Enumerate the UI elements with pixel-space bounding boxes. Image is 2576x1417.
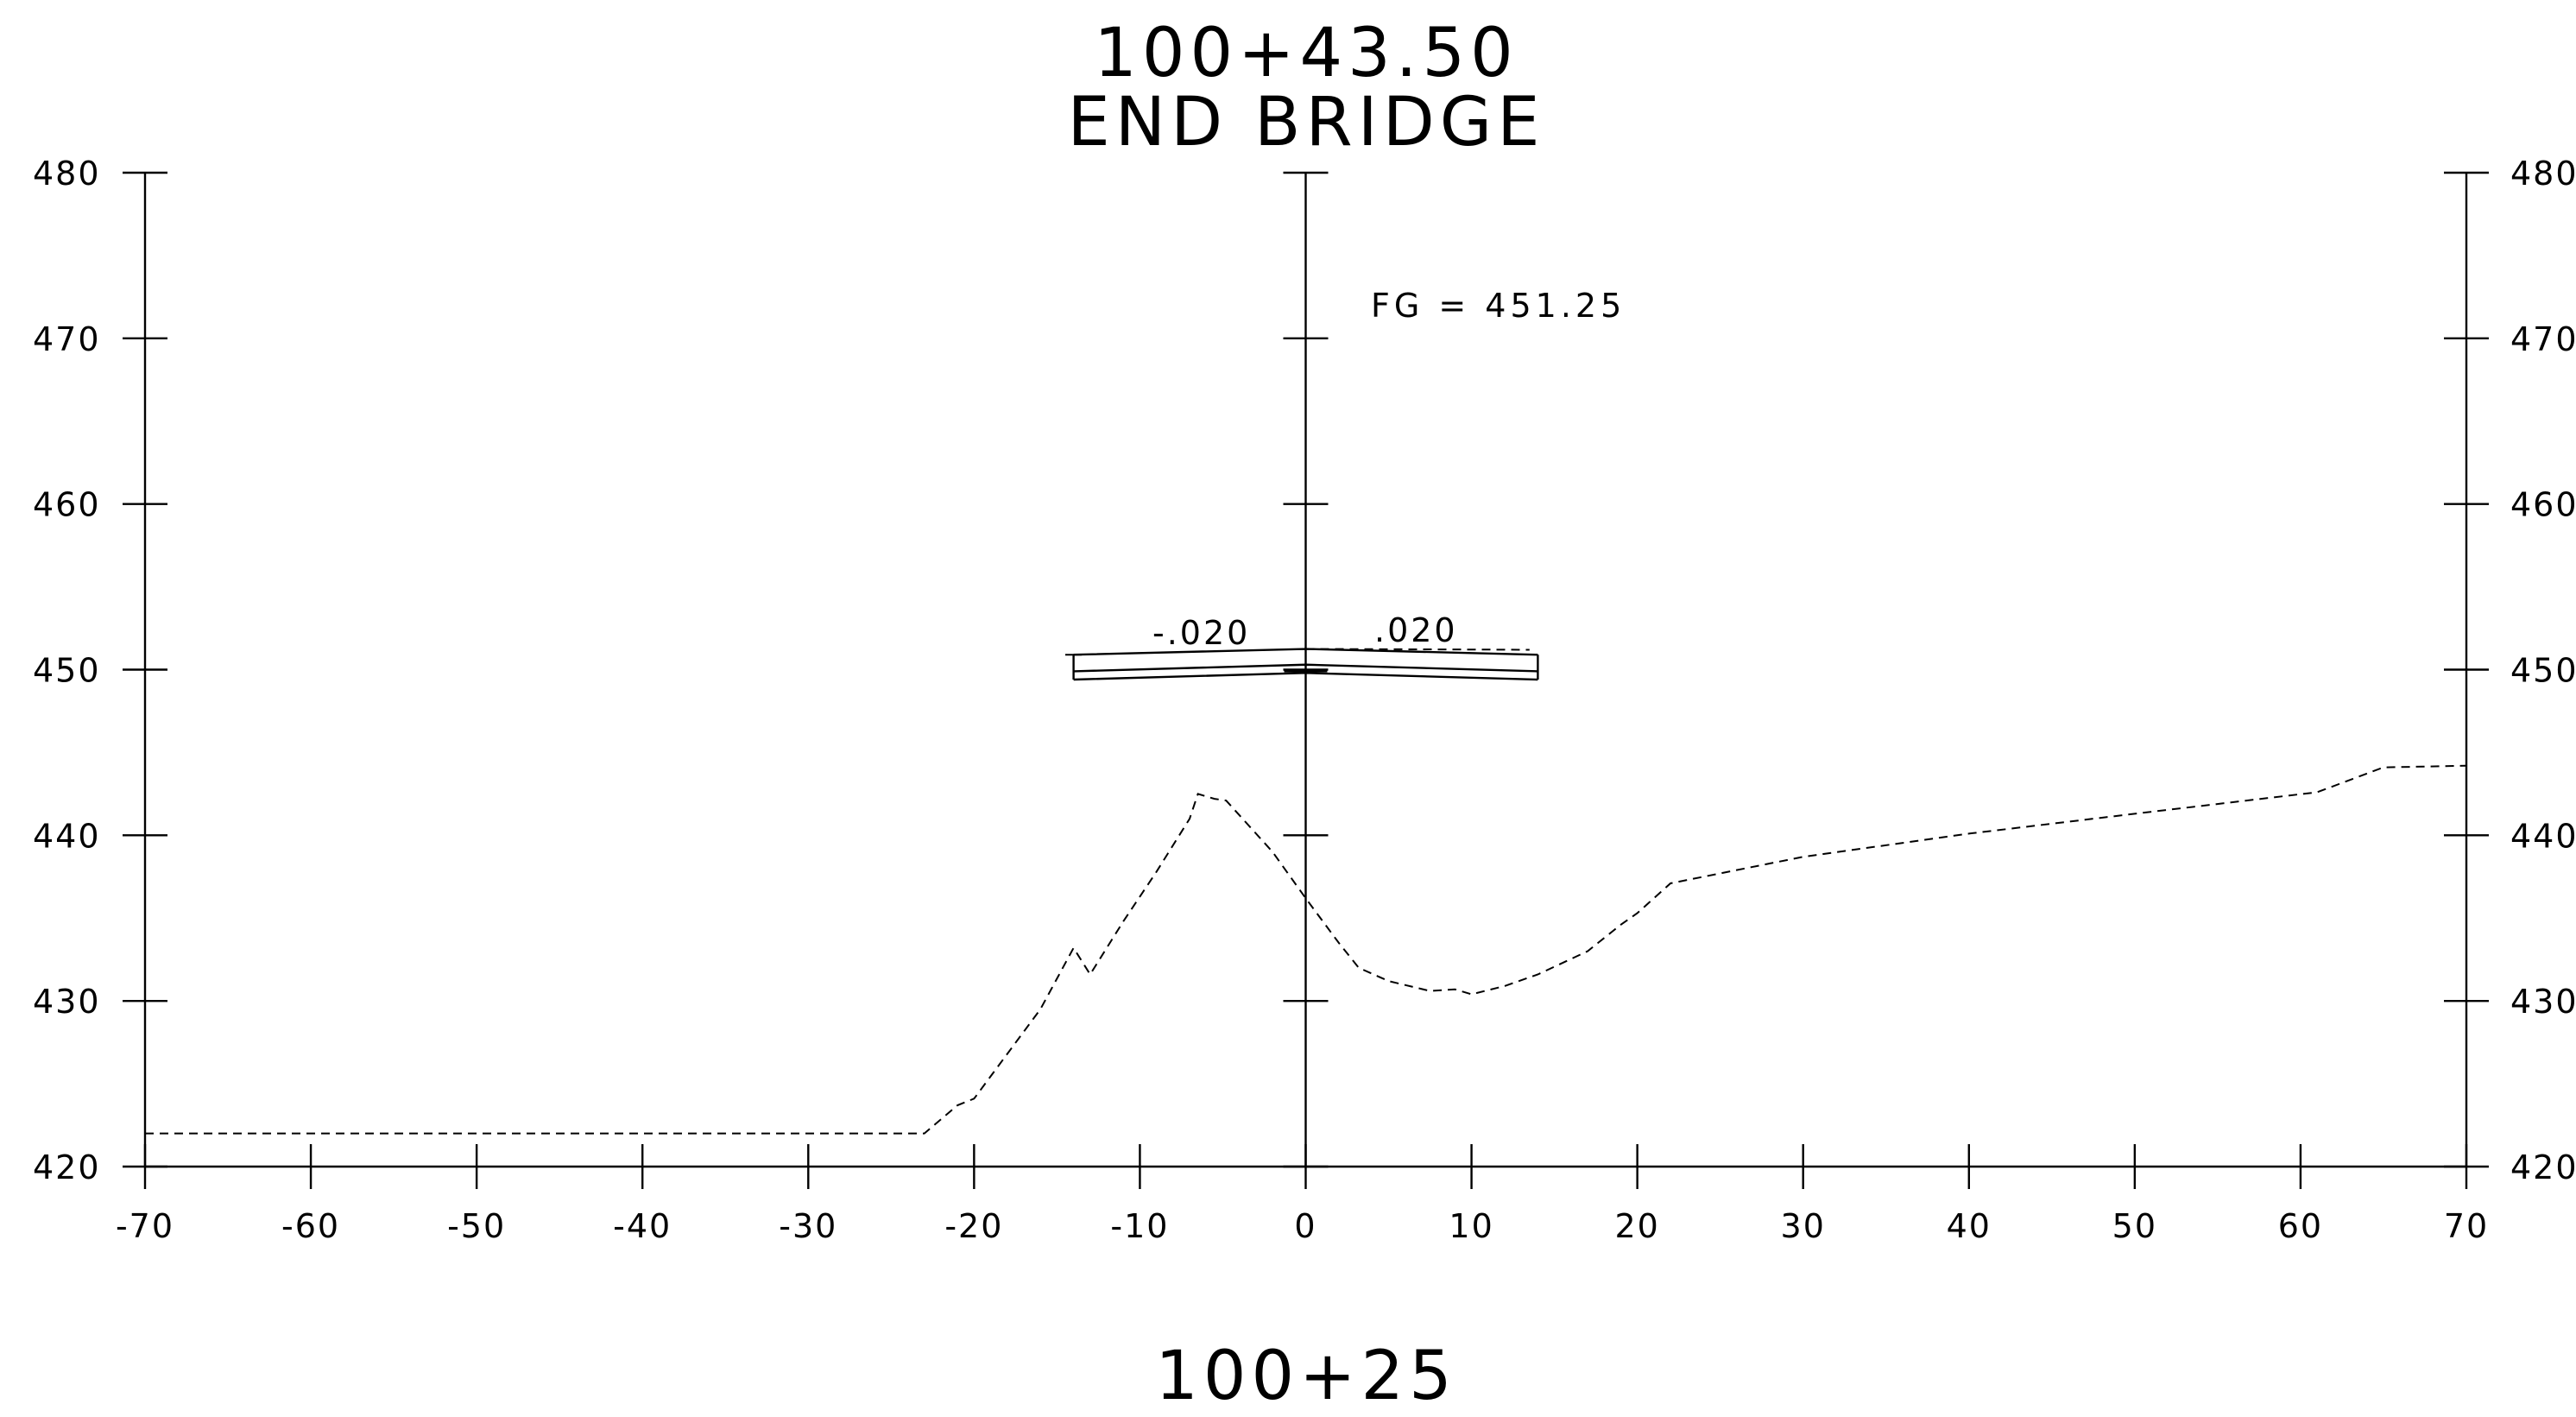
y-tick-label-left: 430 [33,983,101,1021]
y-tick-label-right: 450 [2510,652,2576,690]
finished-grade-label: FG = 451.25 [1371,287,1626,325]
y-tick-label-right: 420 [2510,1148,2576,1186]
description-title: END BRIDGE [1068,84,1545,161]
x-tick-label: -10 [1110,1207,1169,1245]
slope-right-label: .020 [1374,611,1458,649]
grade-dashed [1305,648,1530,651]
slope-left-label: -.020 [1152,614,1250,652]
existing-ground-line [145,764,2467,1135]
y-tick-label-left: 450 [33,652,101,690]
x-tick-label: 0 [1294,1207,1316,1245]
deck-bottom [1073,672,1538,681]
y-tick-label-left: 440 [33,817,101,855]
deck-mid [1073,663,1538,673]
x-tick-label: -50 [447,1207,506,1245]
y-tick-label-left: 460 [33,486,101,524]
y-tick-label-right: 440 [2510,817,2576,855]
station-title: 100+43.50 [1094,15,1518,92]
x-tick-label: -20 [944,1207,1003,1245]
x-tick-label: 20 [1614,1207,1659,1245]
y-tick-label-right: 480 [2510,155,2576,193]
x-tick-label: 70 [2444,1207,2489,1245]
x-tick-label: -70 [116,1207,174,1245]
x-tick-label: 50 [2112,1207,2157,1245]
x-tick-label: -40 [613,1207,672,1245]
y-tick-label-left: 470 [33,320,101,358]
base-station-label: 100+25 [1155,1338,1457,1415]
x-tick-label: 30 [1781,1207,1826,1245]
axes: -70 -60 -50 -40 -30 -20 -10 0 10 20 30 40 50 60 70 420 4… [33,155,2576,1245]
y-tick-label-left: 480 [33,155,101,193]
y-tick-label-right: 430 [2510,983,2576,1021]
x-tick-label: -30 [779,1207,837,1245]
bridge-deck-section [1064,648,1539,681]
y-tick-label-right: 470 [2510,320,2576,358]
x-tick-label: 60 [2278,1207,2323,1245]
y-tick-label-left: 420 [33,1148,101,1186]
x-tick-label: 10 [1449,1207,1493,1245]
x-tick-label: -60 [281,1207,340,1245]
y-tick-label-right: 460 [2510,486,2576,524]
ground-profile [145,764,2467,1135]
x-tick-label: 40 [1947,1207,1992,1245]
